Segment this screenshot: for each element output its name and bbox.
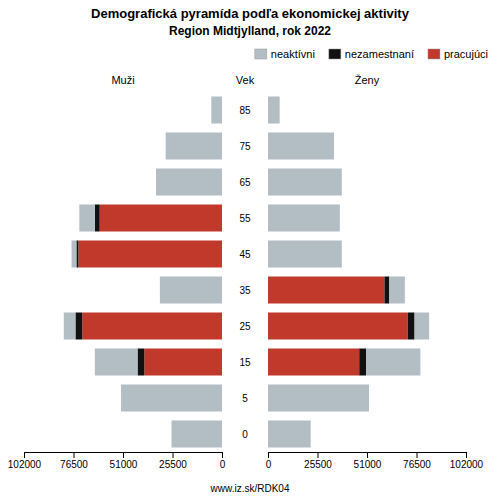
tick-label: 0 [220, 459, 226, 470]
bars [64, 97, 222, 448]
axis-line [269, 453, 467, 459]
tick-label: 76500 [60, 459, 88, 470]
category-label: 45 [239, 249, 251, 260]
bar-segment [64, 313, 76, 340]
tick-mark [318, 452, 319, 458]
legend-label: pracujúci [444, 48, 488, 60]
title: Demografická pyramída podľa ekonomickej … [91, 6, 410, 21]
tick: 0 [266, 452, 272, 470]
tick: 51000 [354, 452, 382, 470]
footer: www.iz.sk/RDK04 [210, 483, 290, 494]
bar-segment [268, 241, 342, 268]
tick-label: 25500 [304, 459, 332, 470]
tick-label: 25500 [159, 459, 187, 470]
axis-line [25, 453, 223, 459]
bar-segment [72, 241, 77, 268]
tick-mark [417, 452, 418, 458]
bar-segment [366, 349, 420, 376]
bar-segment [121, 385, 222, 412]
legend-item: nezamestnaní [329, 48, 414, 60]
bar-segment [82, 313, 222, 340]
category-label: 55 [239, 213, 251, 224]
x-axis: 0 25500 51000 76500 102000 [266, 452, 484, 470]
age-labels: 0 5 15 25 35 45 55 65 75 85 [239, 105, 251, 440]
bar-segment [160, 277, 222, 304]
y-axis-title: Vek [236, 74, 255, 86]
tick: 76500 [60, 452, 88, 470]
category-label: 35 [239, 285, 251, 296]
panel-label: Muži [111, 74, 134, 86]
tick-mark [367, 452, 368, 458]
category-label: 65 [239, 177, 251, 188]
tick-label: 51000 [110, 459, 138, 470]
legend-item: pracujúci [428, 48, 488, 60]
tick: 51000 [110, 452, 138, 470]
bar-segment [138, 349, 145, 376]
bar-segment [415, 313, 430, 340]
category-label: 15 [239, 357, 251, 368]
tick-mark [24, 452, 25, 458]
tick-mark [123, 452, 124, 458]
tick-mark [74, 452, 75, 458]
category-label: 25 [239, 321, 251, 332]
tick-label: 0 [266, 459, 272, 470]
tick: 102000 [8, 452, 42, 470]
category-label: 0 [242, 429, 248, 440]
tick-label: 102000 [450, 459, 484, 470]
bar-segment [211, 97, 222, 124]
tick: 25500 [304, 452, 332, 470]
bar-segment [79, 205, 95, 232]
bar-segment [166, 133, 222, 160]
tick-label: 76500 [403, 459, 431, 470]
category-label: 85 [239, 105, 251, 116]
bar-segment [384, 277, 389, 304]
tick: 76500 [403, 452, 431, 470]
bar-segment [268, 169, 342, 196]
bar-segment [408, 313, 415, 340]
bar-segment [268, 313, 408, 340]
bar-segment [144, 349, 222, 376]
legend-swatch [428, 49, 440, 59]
bars [268, 97, 429, 448]
subtitle: Region Midtjylland, rok 2022 [169, 24, 331, 38]
category-label: 75 [239, 141, 251, 152]
legend-item: neaktívni [255, 48, 315, 60]
legend: neaktívni nezamestnaní pracujúci [255, 48, 488, 60]
bar-segment [359, 349, 366, 376]
category-label: 5 [242, 393, 248, 404]
tick: 102000 [450, 452, 484, 470]
bar-segment [95, 205, 100, 232]
legend-label: nezamestnaní [345, 48, 414, 60]
bar-segment [268, 277, 384, 304]
bar-segment [156, 169, 222, 196]
tick: 0 [220, 452, 226, 470]
chart: Demografická pyramída podľa ekonomickej … [0, 0, 500, 500]
bar-segment [268, 205, 340, 232]
x-axis: 0 25500 51000 76500 102000 [8, 452, 226, 470]
bar-segment [95, 349, 138, 376]
tick-mark [173, 452, 174, 458]
tick-label: 51000 [354, 459, 382, 470]
bar-segment [268, 133, 334, 160]
bar-segment [172, 421, 222, 448]
legend-swatch [329, 49, 341, 59]
bar-segment [268, 97, 280, 124]
bar-segment [75, 313, 82, 340]
legend-label: neaktívni [271, 48, 315, 60]
tick-mark [466, 452, 467, 458]
tick: 25500 [159, 452, 187, 470]
bar-segment [268, 349, 359, 376]
tick-label: 102000 [8, 459, 42, 470]
tick-mark [268, 452, 269, 458]
tick-mark [222, 452, 223, 458]
bar-segment [268, 385, 369, 412]
bar-segment [76, 241, 78, 268]
bar-segment [389, 277, 405, 304]
bar-segment [78, 241, 222, 268]
bar-segment [268, 421, 311, 448]
bar-segment [100, 205, 222, 232]
legend-swatch [255, 49, 267, 59]
panel-label: Ženy [355, 74, 380, 86]
